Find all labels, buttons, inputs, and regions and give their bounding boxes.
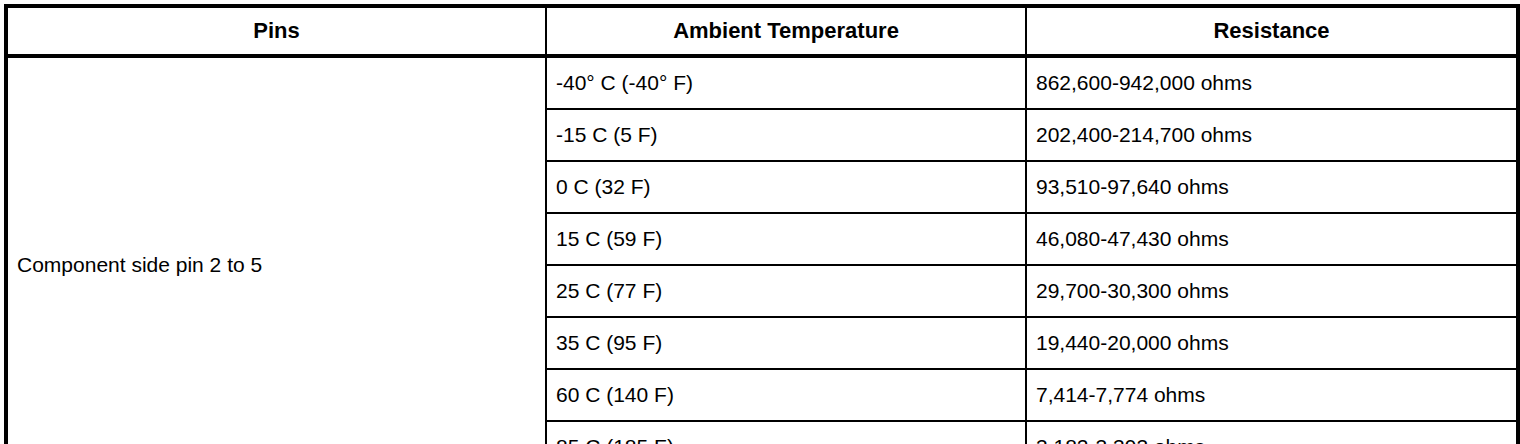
resistance-cell: 3,182-3,393 ohms — [1026, 421, 1518, 444]
table-row: Component side pin 2 to 5 -40° C (-40° F… — [6, 56, 1518, 109]
temperature-cell: 0 C (32 F) — [546, 161, 1026, 213]
resistance-cell: 862,600-942,000 ohms — [1026, 56, 1518, 109]
temperature-cell: 25 C (77 F) — [546, 265, 1026, 317]
temperature-cell: 60 C (140 F) — [546, 369, 1026, 421]
resistance-cell: 29,700-30,300 ohms — [1026, 265, 1518, 317]
resistance-cell: 7,414-7,774 ohms — [1026, 369, 1518, 421]
document-page: Pins Ambient Temperature Resistance Comp… — [0, 0, 1520, 444]
column-header-pins: Pins — [6, 6, 546, 56]
temperature-cell: 85 C (185 F) — [546, 421, 1026, 444]
pins-cell: Component side pin 2 to 5 — [6, 56, 546, 444]
temperature-cell: -15 C (5 F) — [546, 109, 1026, 161]
temperature-cell: 35 C (95 F) — [546, 317, 1026, 369]
temperature-cell: -40° C (-40° F) — [546, 56, 1026, 109]
column-header-ambient-temperature: Ambient Temperature — [546, 6, 1026, 56]
resistance-cell: 46,080-47,430 ohms — [1026, 213, 1518, 265]
resistance-spec-table: Pins Ambient Temperature Resistance Comp… — [4, 4, 1520, 444]
resistance-cell: 19,440-20,000 ohms — [1026, 317, 1518, 369]
temperature-cell: 15 C (59 F) — [546, 213, 1026, 265]
header-row: Pins Ambient Temperature Resistance — [6, 6, 1518, 56]
resistance-cell: 93,510-97,640 ohms — [1026, 161, 1518, 213]
column-header-resistance: Resistance — [1026, 6, 1518, 56]
resistance-cell: 202,400-214,700 ohms — [1026, 109, 1518, 161]
